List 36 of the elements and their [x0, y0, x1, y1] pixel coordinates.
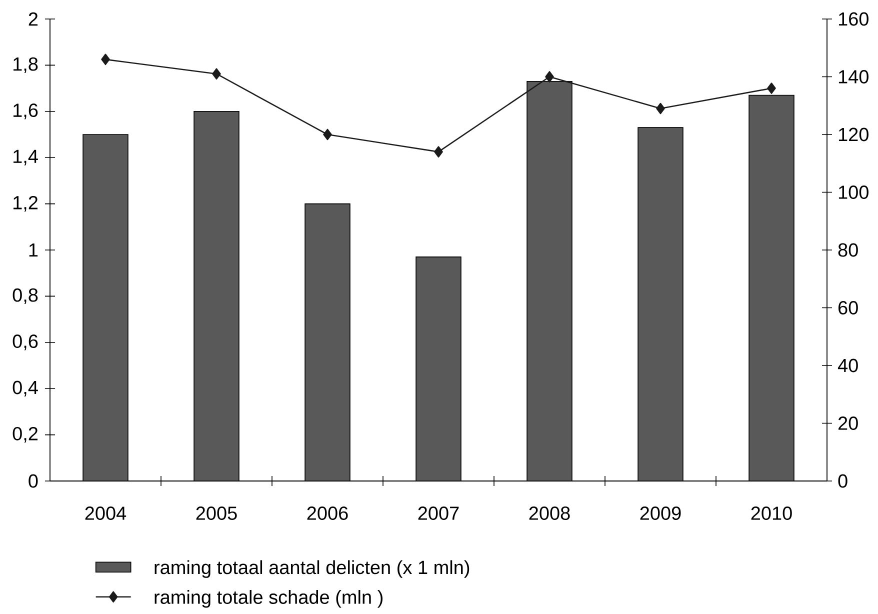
legend-label: raming totaal aantal delicten (x 1 mln)	[154, 560, 470, 578]
x-tick-label: 2005	[196, 506, 237, 520]
y2-tick-label: 0	[838, 474, 848, 488]
y-tick-label: 0,6	[12, 334, 38, 350]
y-tick-label: 0	[28, 474, 38, 488]
x-tick-label: 2004	[85, 506, 126, 520]
point	[212, 68, 221, 80]
y2-tick-label: 100	[838, 186, 868, 199]
x-tick-label: 2007	[418, 506, 459, 520]
point	[101, 54, 110, 66]
y2-tick-label: 120	[838, 128, 868, 142]
y-tick-label: 1,4	[14, 150, 38, 166]
x-tick-label: 2008	[529, 506, 570, 520]
y2-tick-label: 140	[838, 70, 868, 84]
y-tick-label: 1	[29, 243, 38, 257]
point	[545, 71, 554, 82]
y2-tick-label: 60	[838, 301, 858, 314]
x-tick-label: 2009	[640, 506, 681, 520]
y2-tick-label: 160	[838, 12, 868, 26]
x-tick-label: 2010	[751, 506, 792, 520]
y-tick-label: 1,8	[14, 57, 38, 74]
point	[434, 146, 443, 158]
y-tick-label: 0,4	[12, 380, 38, 396]
y2-tick-label: 40	[838, 358, 858, 372]
x-tick-label: 2006	[307, 506, 348, 520]
point	[323, 128, 332, 140]
point	[656, 102, 665, 114]
y-tick-label: 2	[28, 12, 38, 26]
y-tick-label: 0,2	[12, 426, 38, 443]
y2-tick-label: 80	[838, 243, 858, 257]
y-tick-label: 0,8	[12, 288, 38, 304]
legend-label: raming totale schade (mln )	[154, 590, 382, 608]
point	[767, 82, 776, 94]
y2-tick-label: 20	[838, 416, 858, 430]
y-tick-label: 1,6	[14, 104, 38, 120]
y-tick-label: 1,2	[14, 196, 38, 212]
